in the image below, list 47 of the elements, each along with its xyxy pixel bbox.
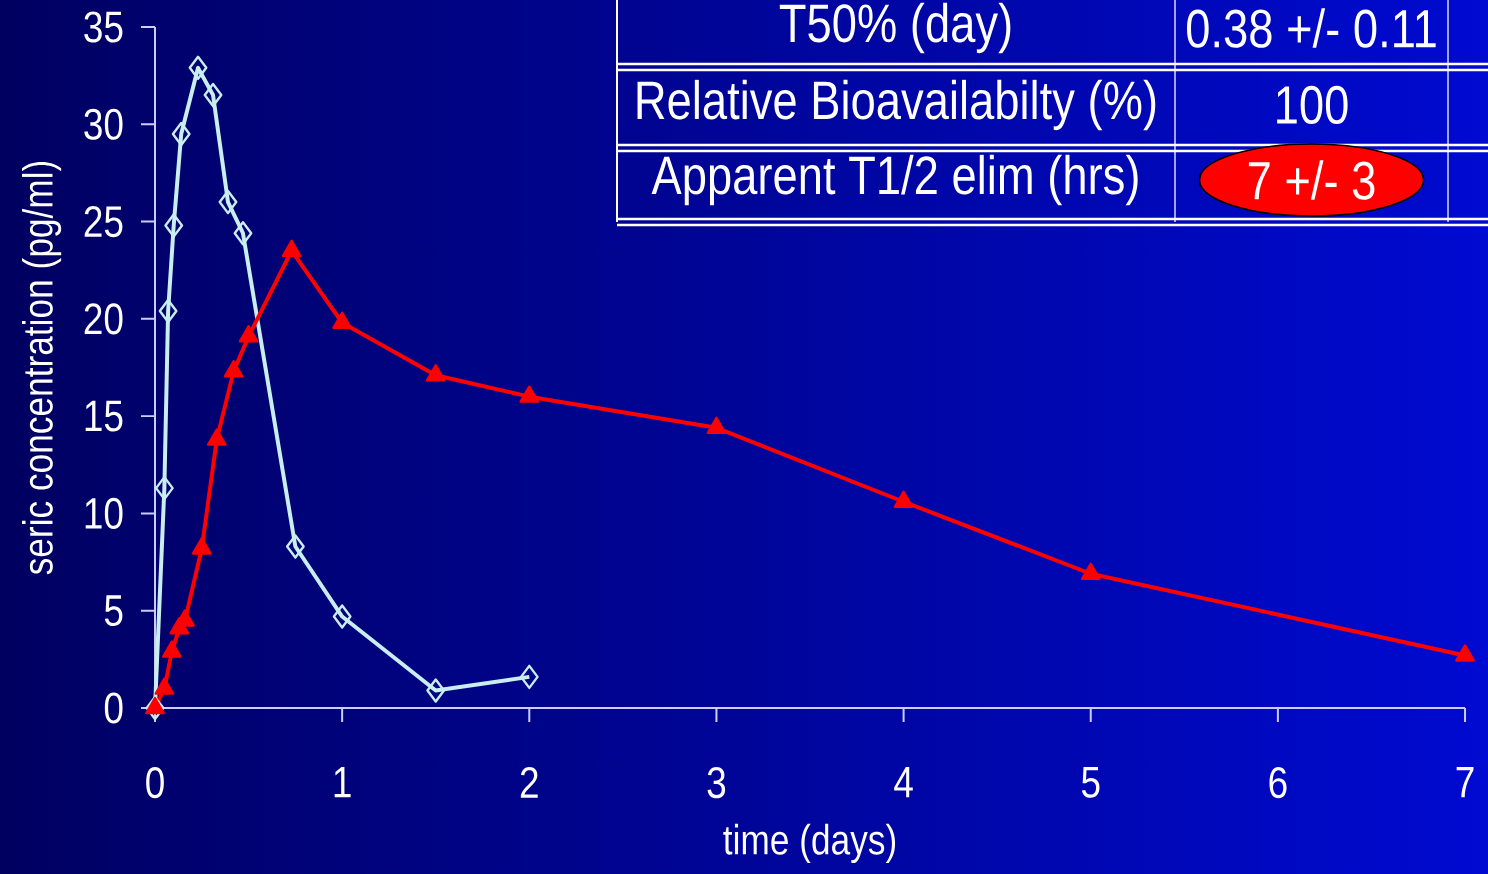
y-axis-title: seric concentration (pg/ml): [22, 161, 62, 575]
x-tick-label: 2: [520, 767, 538, 798]
annotation: Relative Bioavailabilty (%): [637, 79, 1156, 131]
y-tick-label: 30: [84, 108, 123, 140]
point: [706, 416, 727, 435]
point: [161, 640, 182, 658]
point: [281, 239, 302, 257]
point: [206, 428, 227, 446]
annotation: T50% (day): [779, 2, 1011, 54]
point: [238, 325, 259, 343]
point: [425, 364, 446, 382]
point: [188, 55, 208, 81]
x-tick-label: 6: [1269, 767, 1287, 799]
annotation: Apparent T1/2 elim (hrs): [651, 154, 1138, 206]
x-tick-label: 3: [707, 767, 726, 799]
x-tick-label: 5: [1081, 767, 1100, 798]
point: [233, 221, 253, 246]
y-tick-label: 20: [84, 303, 123, 335]
x-tick-label: 0: [146, 767, 164, 799]
y-tick-label: 0: [104, 692, 123, 724]
x-axis-title: time (days): [723, 823, 896, 864]
y-tick-label: 15: [85, 400, 123, 432]
point: [223, 360, 244, 378]
point: [154, 677, 175, 695]
point: [1455, 644, 1475, 662]
y-tick-label: 5: [104, 595, 123, 627]
x-tick-label: 4: [894, 767, 913, 798]
point: [1080, 562, 1101, 580]
annotation: 0.38 +/- 0.11: [1186, 8, 1436, 48]
point: [332, 311, 353, 329]
point: [171, 121, 191, 147]
x-tick-label: 7: [1456, 767, 1474, 798]
annotation: 100: [1277, 85, 1348, 125]
point: [893, 490, 914, 508]
point: [218, 189, 238, 215]
point: [164, 213, 184, 238]
x-tick-label: 1: [334, 767, 351, 798]
point: [519, 385, 540, 403]
point: [191, 537, 212, 555]
point: [154, 475, 174, 501]
point: [203, 82, 223, 108]
y-tick-label: 25: [84, 205, 123, 238]
annotation: 7 +/- 3: [1248, 160, 1375, 200]
y-tick-label: 35: [84, 11, 123, 43]
point: [145, 696, 165, 715]
y-tick-label: 10: [85, 497, 123, 529]
point: [158, 298, 178, 324]
